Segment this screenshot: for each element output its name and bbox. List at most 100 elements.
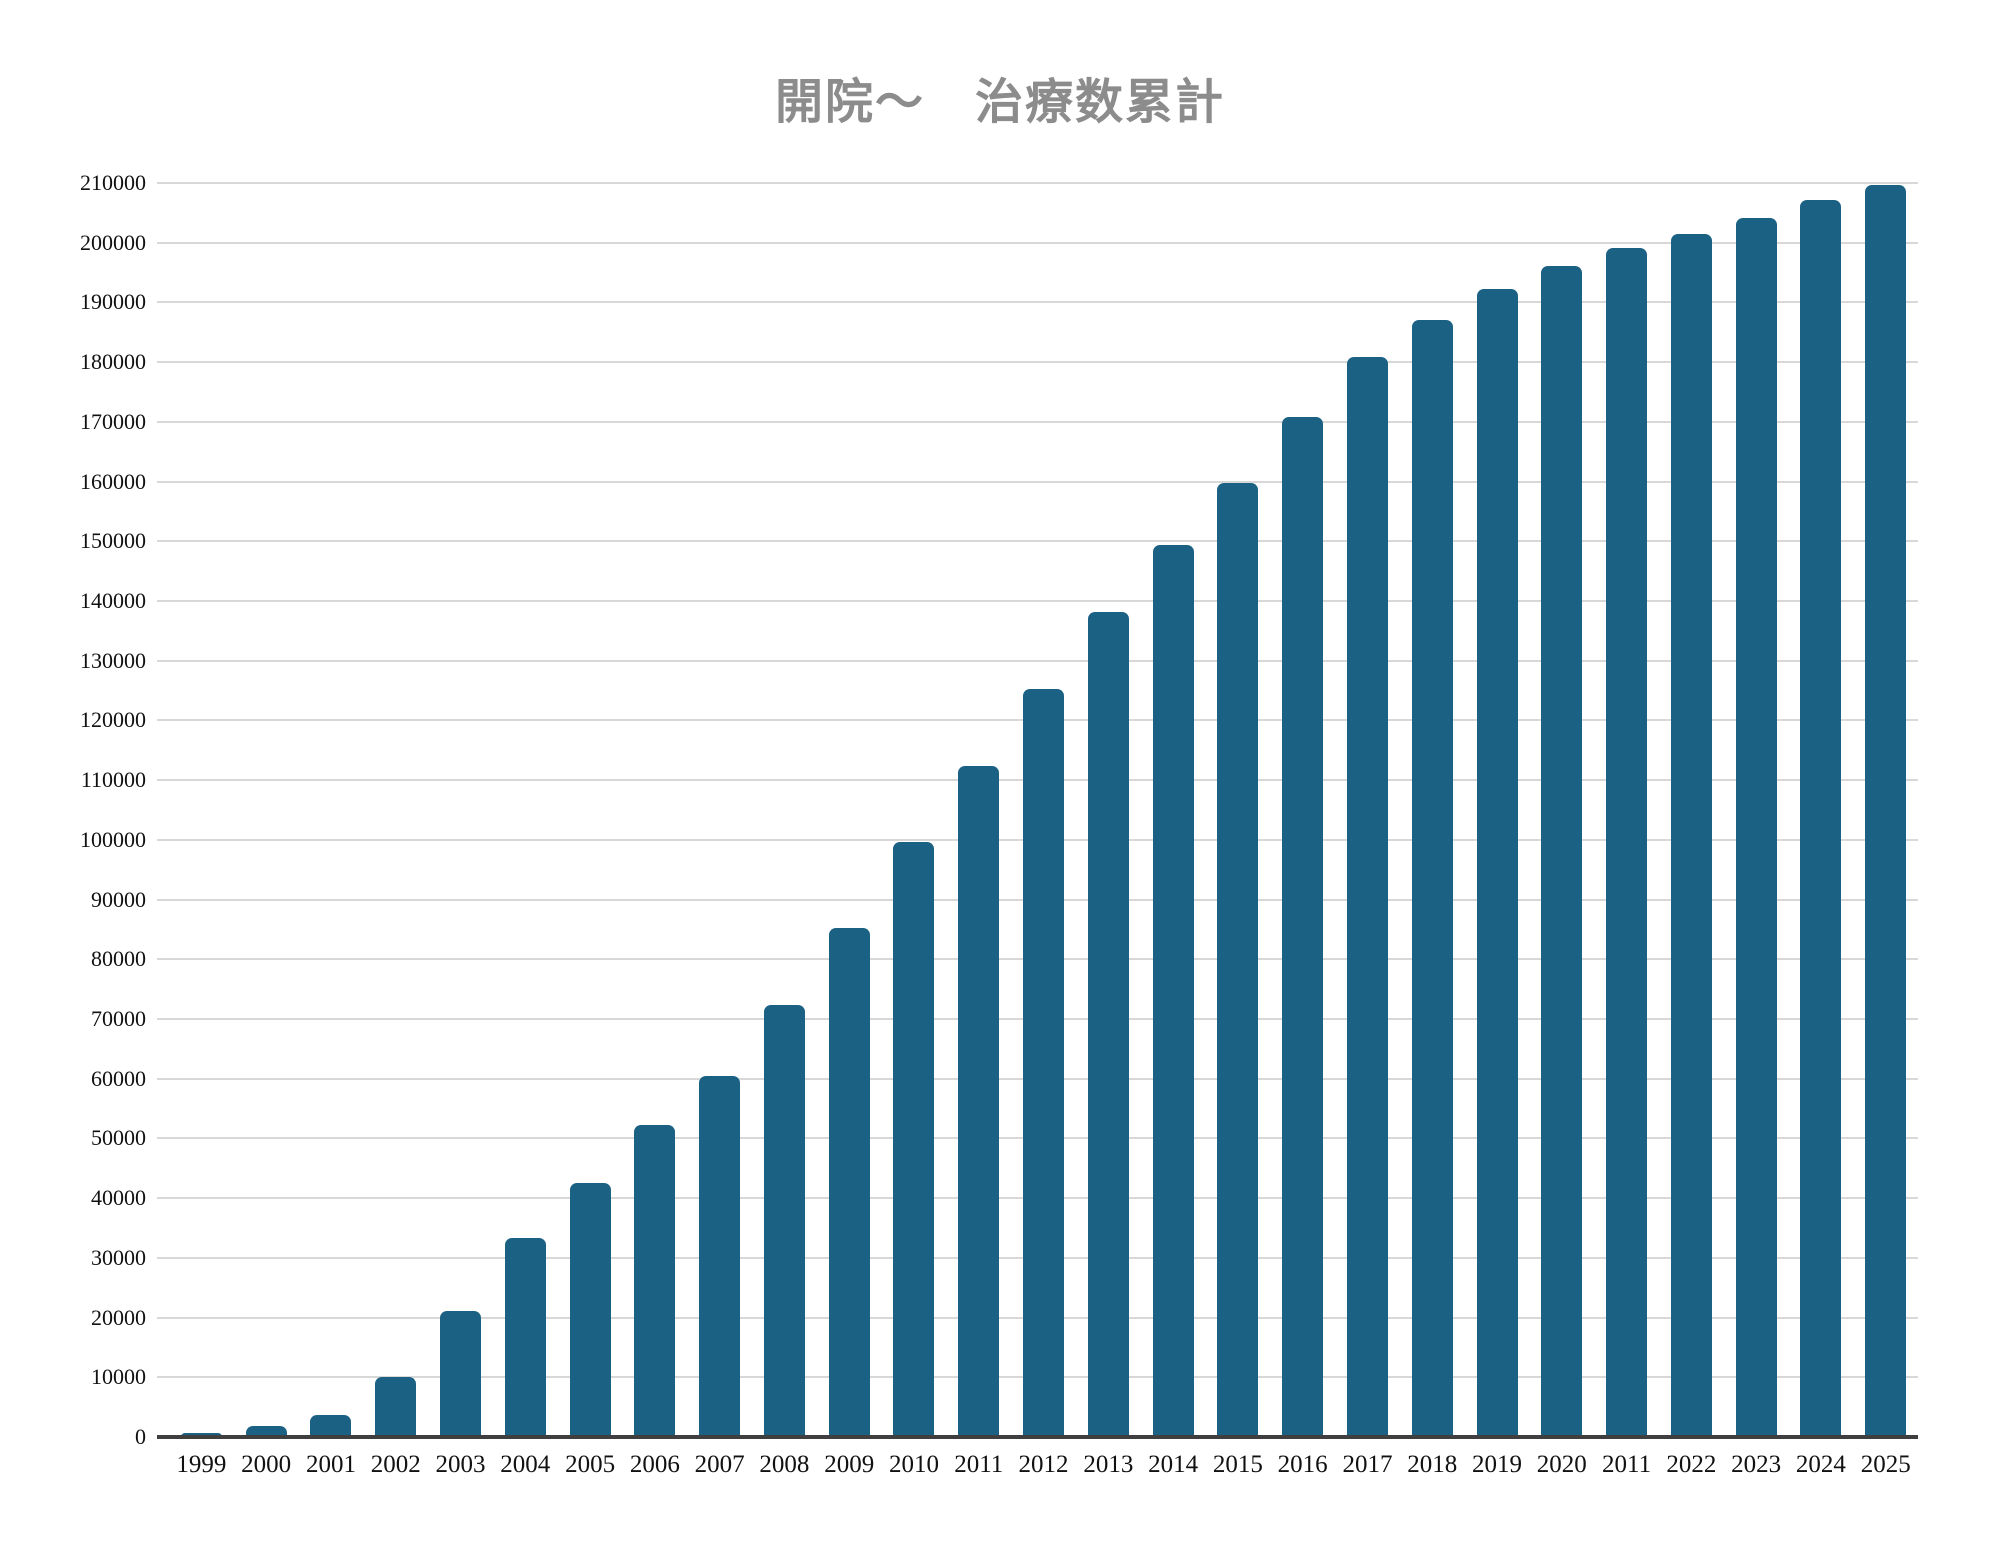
bar-slot bbox=[169, 183, 234, 1437]
x-tick-label: 2024 bbox=[1795, 1451, 1846, 1478]
bar-slot bbox=[1206, 183, 1271, 1437]
x-tick-label: 2013 bbox=[1083, 1451, 1134, 1478]
y-tick-label: 110000 bbox=[80, 767, 146, 793]
y-tick-label: 120000 bbox=[80, 707, 146, 733]
bar-slot bbox=[622, 183, 687, 1437]
bar-slot bbox=[1270, 183, 1335, 1437]
x-tick-label: 2016 bbox=[1277, 1451, 1328, 1478]
x-tick-label: 2002 bbox=[370, 1451, 421, 1478]
gridline bbox=[157, 480, 1918, 483]
gridline bbox=[157, 301, 1918, 304]
bar-2023-24 bbox=[1735, 218, 1777, 1437]
x-tick-label: 2004 bbox=[500, 1451, 551, 1478]
bar-slot bbox=[1076, 183, 1141, 1437]
bar-2010-11 bbox=[893, 841, 935, 1437]
y-tick-label: 60000 bbox=[91, 1065, 146, 1091]
gridline bbox=[157, 182, 1918, 184]
bar-slot bbox=[1594, 183, 1659, 1437]
x-tick-label: 2006 bbox=[629, 1451, 680, 1478]
x-tick-label: 2015 bbox=[1212, 1451, 1263, 1478]
bar-2004-5 bbox=[504, 1238, 546, 1437]
x-tick-label: 2008 bbox=[759, 1451, 810, 1478]
gridline bbox=[157, 659, 1918, 662]
gridline bbox=[157, 241, 1918, 244]
bar-slot bbox=[558, 183, 623, 1437]
x-tick-label: 2023 bbox=[1731, 1451, 1782, 1478]
y-tick-label: 90000 bbox=[91, 886, 146, 912]
bar-slot bbox=[1853, 183, 1918, 1437]
y-tick-label: 130000 bbox=[80, 647, 146, 673]
bar-2014-15 bbox=[1152, 545, 1194, 1437]
bar-slot bbox=[1465, 183, 1530, 1437]
bar-2011-22 bbox=[1606, 248, 1648, 1437]
gridline bbox=[157, 540, 1918, 543]
x-tick-label: 2003 bbox=[435, 1451, 486, 1478]
bar-2015-16 bbox=[1217, 482, 1259, 1437]
x-tick-label: 2012 bbox=[1018, 1451, 1069, 1478]
x-tick-label: 2010 bbox=[888, 1451, 939, 1478]
gridline bbox=[157, 361, 1918, 364]
y-tick-label: 150000 bbox=[80, 528, 146, 554]
x-tick-label: 2020 bbox=[1536, 1451, 1587, 1478]
y-tick-label: 0 bbox=[135, 1424, 146, 1449]
bar-2007-8 bbox=[699, 1076, 741, 1437]
y-tick-label: 180000 bbox=[80, 349, 146, 375]
x-tick-label: 2011 bbox=[954, 1451, 1004, 1478]
bar-slot bbox=[946, 183, 1011, 1437]
bar-slot bbox=[234, 183, 299, 1437]
bar-2018-19 bbox=[1411, 320, 1453, 1437]
bar-slot bbox=[1400, 183, 1465, 1437]
y-tick-label: 70000 bbox=[91, 1006, 146, 1031]
bar-slot bbox=[1011, 183, 1076, 1437]
bar-2022-23 bbox=[1670, 233, 1712, 1437]
bar-slot bbox=[1529, 183, 1594, 1437]
bar-slot bbox=[882, 183, 947, 1437]
bar-slot bbox=[1335, 183, 1400, 1437]
gridline bbox=[157, 420, 1918, 423]
bar-2013-14 bbox=[1087, 611, 1129, 1437]
bar-1999-0 bbox=[180, 1432, 222, 1437]
bar-slot bbox=[687, 183, 752, 1437]
x-tick-label: 2007 bbox=[694, 1451, 745, 1478]
x-tick-label: 2011 bbox=[1602, 1451, 1652, 1478]
plot-area bbox=[157, 182, 1918, 1439]
y-tick-label: 160000 bbox=[80, 468, 146, 494]
bar-2025-26 bbox=[1865, 184, 1907, 1437]
y-tick-label: 50000 bbox=[91, 1125, 146, 1151]
bar-2020-21 bbox=[1541, 266, 1583, 1437]
bar-slot bbox=[363, 183, 428, 1437]
x-tick-label: 2025 bbox=[1860, 1451, 1911, 1478]
bar-2009-10 bbox=[828, 927, 870, 1437]
bar-slot bbox=[299, 183, 364, 1437]
y-tick-label: 10000 bbox=[91, 1364, 146, 1390]
x-tick-label: 2000 bbox=[241, 1451, 292, 1478]
x-tick-label: 2017 bbox=[1342, 1451, 1393, 1478]
gridline bbox=[157, 600, 1918, 602]
bar-2001-2 bbox=[310, 1414, 352, 1437]
y-tick-label: 30000 bbox=[91, 1244, 146, 1270]
x-axis-tick-labels: 1999 2000 2001 2002 2003 2004 2005 2006 2007 2008… bbox=[169, 1451, 1918, 1479]
bar-2016-17 bbox=[1282, 417, 1324, 1437]
y-tick-label: 170000 bbox=[80, 408, 146, 434]
bar-2000-1 bbox=[245, 1426, 287, 1437]
bar-slot bbox=[493, 183, 558, 1437]
x-tick-label: 2019 bbox=[1472, 1451, 1523, 1478]
bar-2006-7 bbox=[634, 1124, 676, 1437]
y-tick-label: 210000 bbox=[80, 170, 146, 195]
y-tick-label: 140000 bbox=[80, 588, 146, 613]
x-tick-label: 2009 bbox=[824, 1451, 875, 1478]
bar-2008-9 bbox=[763, 1005, 805, 1437]
bar-slot bbox=[1659, 183, 1724, 1437]
bar-slot bbox=[1789, 183, 1854, 1437]
y-tick-label: 200000 bbox=[80, 229, 146, 255]
bar-slot bbox=[428, 183, 493, 1437]
bar-2011-12 bbox=[958, 766, 1000, 1437]
bar-2012-13 bbox=[1023, 689, 1065, 1437]
y-tick-label: 40000 bbox=[91, 1185, 146, 1211]
bar-2024-25 bbox=[1800, 199, 1842, 1437]
bar-slot bbox=[1724, 183, 1789, 1437]
x-tick-label: 2018 bbox=[1407, 1451, 1458, 1478]
bars-layer bbox=[157, 183, 1918, 1437]
bar-slot bbox=[1141, 183, 1206, 1437]
bar-2005-6 bbox=[569, 1182, 611, 1437]
